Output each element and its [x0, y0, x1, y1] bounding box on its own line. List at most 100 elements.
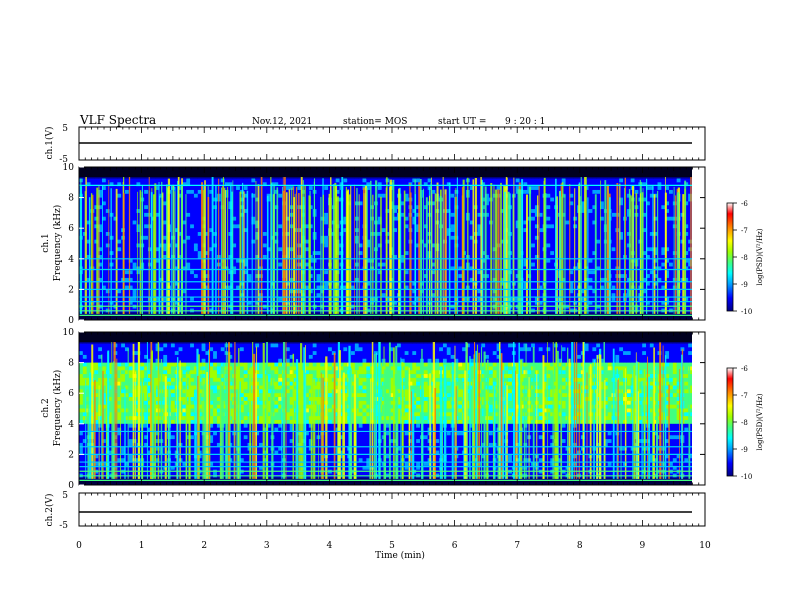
spectrogram-cell [144, 285, 149, 290]
spectrogram-cell [458, 193, 463, 199]
spectrogram-cell [308, 297, 314, 302]
spectrogram-cell [170, 182, 176, 187]
spectrogram-cell [385, 232, 390, 237]
spectrogram-cell [366, 220, 371, 225]
spectrogram-cell [174, 300, 180, 306]
spectrogram-cell [458, 228, 463, 233]
spectrogram-cell [285, 258, 291, 264]
spectrogram-cell [193, 293, 199, 298]
spectrogram-cell [358, 220, 364, 225]
spectrogram-cell [243, 182, 249, 187]
spectrogram-cell [450, 186, 455, 191]
spectrogram-cell [393, 209, 398, 214]
spectrogram-cell [251, 232, 256, 237]
spectrogram-cell [82, 178, 88, 183]
spectrogram-cell [193, 224, 199, 229]
spectrogram-cell [393, 297, 398, 302]
spectrogram-cell [473, 312, 478, 317]
spectrogram-cell [105, 266, 111, 271]
spectrogram-cell [481, 262, 486, 267]
spectrogram-cell [404, 258, 409, 264]
spectrogram-cell [358, 193, 364, 199]
spectrogram-cell [485, 243, 490, 248]
spectrogram-cell [531, 304, 536, 310]
spectrogram-cell [278, 274, 283, 279]
spectrogram-cell [477, 228, 482, 233]
spectrogram-cell [155, 239, 160, 244]
spectrogram-cell [385, 220, 390, 225]
spectrogram-cell [243, 228, 249, 233]
spectrogram-cell [163, 209, 168, 214]
spectrogram-cell [316, 216, 321, 222]
spectrogram-cell [508, 178, 513, 183]
spectrogram-cell [550, 220, 555, 225]
spectrogram-cell [477, 300, 482, 306]
spectrogram-cell [98, 312, 103, 317]
spectrogram-cell [163, 235, 168, 241]
spectrogram-cell [136, 304, 141, 310]
spectrogram-cell [400, 189, 406, 195]
spectrogram-cell [419, 293, 425, 298]
spectrogram-cell [132, 220, 137, 225]
spectrogram-cell [481, 232, 486, 237]
spectrogram-cell [266, 228, 272, 233]
spectrogram-cell [197, 224, 203, 229]
spectrogram-cell [351, 239, 356, 244]
spectrogram-cell [128, 254, 134, 260]
spectrogram-cell [109, 193, 114, 199]
spectrogram-cell [239, 178, 245, 183]
spectrogram-cell [416, 178, 421, 183]
spectrogram-cell [431, 293, 436, 298]
spectrogram-cell [450, 293, 455, 298]
spectrogram-cell [308, 293, 314, 298]
spectrogram-cell [550, 262, 555, 267]
spectrogram-cell [266, 274, 272, 279]
spectrogram-cell [469, 224, 475, 229]
spectrogram-cell [270, 300, 275, 306]
spectrogram-cell [182, 243, 187, 248]
spectrogram-cell [147, 243, 153, 248]
spectrogram-cell [500, 258, 505, 264]
spectrogram-cell [377, 312, 383, 317]
spectrogram-cell [132, 274, 137, 279]
spectrogram-cell [186, 258, 191, 264]
spectrogram-cell [132, 300, 137, 306]
spectrogram-cell [113, 193, 118, 199]
spectrogram-cell [136, 266, 141, 271]
spectrogram-cell [351, 235, 356, 241]
spectrogram-cell [481, 182, 486, 187]
spectrogram-cell [243, 254, 249, 260]
spectrogram-cell [247, 289, 252, 294]
spectrogram-cell [243, 247, 249, 252]
spectrogram-cell [105, 209, 111, 214]
spectrogram-cell [186, 243, 191, 248]
spectrogram-cell [243, 193, 249, 199]
spectrogram-cell [144, 281, 149, 287]
spectrogram-cell [308, 239, 314, 244]
spectrogram-cell [247, 247, 252, 252]
spectrogram-cell [136, 178, 141, 183]
spectrogram-cell [385, 178, 390, 183]
spectrogram-cell [190, 224, 195, 229]
start-ut-value: 9 : 20 : 1 [505, 117, 545, 127]
spectrogram-cell [546, 186, 551, 191]
spectrogram-cell [174, 254, 180, 260]
spectrogram-cell [404, 254, 409, 260]
spectrogram-cell [209, 197, 214, 202]
spectrogram-cell [381, 186, 386, 191]
spectrogram-cell [308, 254, 314, 260]
spectrogram-cell [113, 224, 118, 229]
spectrogram-cell [293, 212, 298, 218]
spectrogram-cell [523, 239, 528, 244]
spectrogram-cell [400, 193, 406, 199]
spectrogram-cell [419, 216, 425, 222]
spectrogram-cell [109, 235, 114, 241]
spectrogram-cell [224, 297, 229, 302]
spectrogram-cell [366, 274, 371, 279]
spectrogram-cell [86, 300, 91, 306]
spectrogram-cell [232, 266, 237, 271]
spectrogram-cell [469, 270, 475, 275]
spectrogram-cell [262, 251, 268, 256]
spectrogram-cell [178, 285, 183, 290]
spectrogram-cell [366, 201, 371, 206]
